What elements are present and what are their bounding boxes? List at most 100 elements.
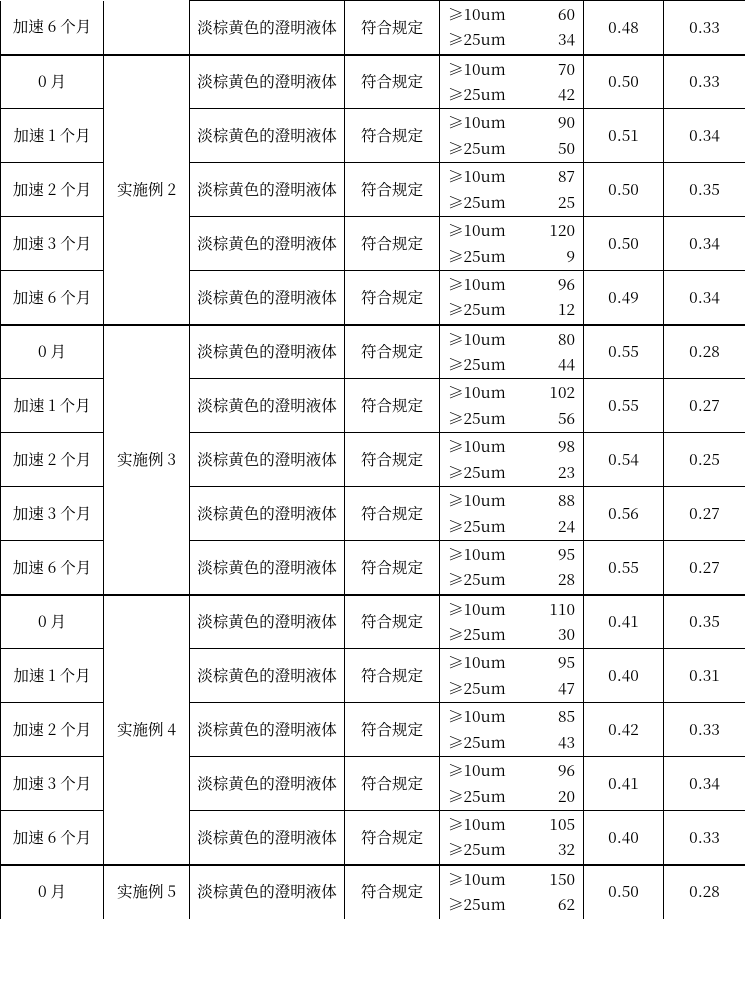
time-cell: 加速 1 个月	[1, 109, 104, 163]
stability-table: 加速 6 个月淡棕黄色的澄明液体符合规定≥10um60≥25um340.480.…	[0, 0, 745, 919]
value-col7: 0.27	[664, 379, 745, 433]
particles-cell: ≥10um96≥25um12	[440, 271, 584, 325]
particle-label-25: ≥25um	[448, 623, 506, 646]
appearance-cell: 淡棕黄色的澄明液体	[190, 55, 345, 109]
particle-value-10: 95	[543, 651, 575, 674]
value-col6: 0.50	[584, 55, 664, 109]
particle-label-25: ≥25um	[448, 191, 506, 214]
value-col7: 0.35	[664, 595, 745, 649]
example-cell: 实施例 4	[104, 595, 190, 865]
appearance-cell: 淡棕黄色的澄明液体	[190, 1, 345, 55]
example-cell	[104, 1, 190, 55]
example-cell: 实施例 3	[104, 325, 190, 595]
particle-label-10: ≥10um	[448, 435, 506, 458]
particles-cell: ≥10um80≥25um44	[440, 325, 584, 379]
particle-label-25: ≥25um	[448, 353, 506, 376]
particle-label-25: ≥25um	[448, 83, 506, 106]
compliance-cell: 符合规定	[345, 217, 440, 271]
value-col6: 0.55	[584, 325, 664, 379]
value-col6: 0.41	[584, 595, 664, 649]
appearance-cell: 淡棕黄色的澄明液体	[190, 163, 345, 217]
time-cell: 加速 2 个月	[1, 433, 104, 487]
appearance-cell: 淡棕黄色的澄明液体	[190, 865, 345, 919]
appearance-cell: 淡棕黄色的澄明液体	[190, 433, 345, 487]
compliance-cell: 符合规定	[345, 703, 440, 757]
particle-value-10: 90	[543, 111, 575, 134]
particles-cell: ≥10um95≥25um28	[440, 541, 584, 595]
particle-value-10: 88	[543, 489, 575, 512]
particle-value-25: 50	[543, 137, 575, 160]
compliance-cell: 符合规定	[345, 595, 440, 649]
particles-cell: ≥10um87≥25um25	[440, 163, 584, 217]
particle-value-10: 60	[543, 3, 575, 26]
particle-value-10: 110	[543, 598, 575, 621]
particle-label-10: ≥10um	[448, 489, 506, 512]
table-row: 0 月实施例 5淡棕黄色的澄明液体符合规定≥10um150≥25um620.50…	[1, 865, 745, 919]
particle-label-10: ≥10um	[448, 759, 506, 782]
value-col6: 0.48	[584, 1, 664, 55]
particle-value-25: 12	[543, 298, 575, 321]
particle-value-10: 96	[543, 273, 575, 296]
value-col7: 0.25	[664, 433, 745, 487]
particle-label-25: ≥25um	[448, 838, 506, 861]
particle-value-10: 85	[543, 705, 575, 728]
value-col6: 0.42	[584, 703, 664, 757]
value-col7: 0.33	[664, 811, 745, 865]
time-cell: 加速 1 个月	[1, 649, 104, 703]
time-cell: 0 月	[1, 55, 104, 109]
value-col6: 0.55	[584, 379, 664, 433]
compliance-cell: 符合规定	[345, 865, 440, 919]
particle-label-10: ≥10um	[448, 651, 506, 674]
particle-label-10: ≥10um	[448, 3, 506, 26]
particle-label-25: ≥25um	[448, 245, 506, 268]
particle-value-25: 32	[543, 838, 575, 861]
value-col6: 0.50	[584, 217, 664, 271]
particle-label-25: ≥25um	[448, 515, 506, 538]
time-cell: 加速 6 个月	[1, 271, 104, 325]
time-cell: 加速 3 个月	[1, 757, 104, 811]
compliance-cell: 符合规定	[345, 541, 440, 595]
compliance-cell: 符合规定	[345, 163, 440, 217]
particle-value-10: 120	[543, 219, 575, 242]
appearance-cell: 淡棕黄色的澄明液体	[190, 757, 345, 811]
particle-value-25: 62	[543, 893, 575, 916]
particle-label-25: ≥25um	[448, 28, 506, 51]
particle-label-10: ≥10um	[448, 598, 506, 621]
time-cell: 加速 2 个月	[1, 703, 104, 757]
particle-value-10: 102	[543, 381, 575, 404]
particle-value-10: 95	[543, 543, 575, 566]
particle-label-25: ≥25um	[448, 137, 506, 160]
appearance-cell: 淡棕黄色的澄明液体	[190, 703, 345, 757]
particle-value-10: 96	[543, 759, 575, 782]
particle-label-10: ≥10um	[448, 58, 506, 81]
time-cell: 加速 1 个月	[1, 379, 104, 433]
value-col6: 0.56	[584, 487, 664, 541]
particle-value-25: 30	[543, 623, 575, 646]
particle-label-10: ≥10um	[448, 111, 506, 134]
particle-value-25: 20	[543, 785, 575, 808]
particle-label-10: ≥10um	[448, 328, 506, 351]
particle-value-25: 44	[543, 353, 575, 376]
appearance-cell: 淡棕黄色的澄明液体	[190, 541, 345, 595]
particle-value-25: 43	[543, 731, 575, 754]
particle-label-25: ≥25um	[448, 461, 506, 484]
particle-label-25: ≥25um	[448, 785, 506, 808]
value-col7: 0.34	[664, 757, 745, 811]
particle-value-25: 34	[543, 28, 575, 51]
particles-cell: ≥10um105≥25um32	[440, 811, 584, 865]
value-col7: 0.28	[664, 325, 745, 379]
value-col6: 0.40	[584, 811, 664, 865]
particle-value-25: 23	[543, 461, 575, 484]
appearance-cell: 淡棕黄色的澄明液体	[190, 271, 345, 325]
time-cell: 加速 6 个月	[1, 1, 104, 55]
particles-cell: ≥10um 96 ≥25um 20	[440, 757, 584, 811]
particle-label-10: ≥10um	[448, 868, 506, 891]
time-cell: 加速 3 个月	[1, 217, 104, 271]
compliance-cell: 符合规定	[345, 487, 440, 541]
table-row: 0 月实施例 2淡棕黄色的澄明液体符合规定≥10um70≥25um420.500…	[1, 55, 745, 109]
value-col7: 0.28	[664, 865, 745, 919]
value-col6: 0.40	[584, 649, 664, 703]
particle-value-25: 24	[543, 515, 575, 538]
particle-label-25: ≥25um	[448, 568, 506, 591]
table-row: 0 月实施例 4淡棕黄色的澄明液体符合规定≥10um110≥25um300.41…	[1, 595, 745, 649]
